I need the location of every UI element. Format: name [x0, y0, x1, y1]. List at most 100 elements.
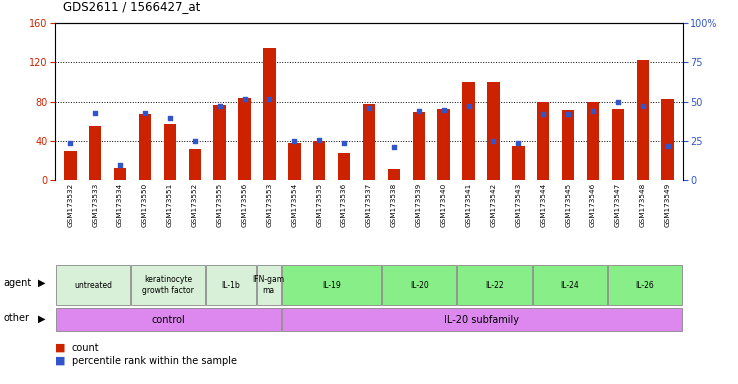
Bar — [131, 265, 205, 305]
Bar — [139, 114, 151, 180]
Bar — [288, 143, 300, 180]
Point — [338, 140, 350, 146]
Point — [612, 99, 624, 105]
Text: GSM173548: GSM173548 — [640, 183, 646, 227]
Bar — [114, 168, 126, 180]
Bar — [282, 308, 682, 331]
Point — [238, 96, 250, 102]
Text: untreated: untreated — [74, 281, 112, 290]
Bar — [533, 265, 607, 305]
Bar — [238, 98, 251, 180]
Bar — [458, 265, 531, 305]
Bar — [213, 105, 226, 180]
Text: GSM173556: GSM173556 — [241, 183, 247, 227]
Point — [314, 136, 325, 142]
Point — [637, 103, 649, 109]
Text: GSM173555: GSM173555 — [217, 183, 223, 227]
Bar — [164, 124, 176, 180]
Text: IL-22: IL-22 — [485, 281, 504, 290]
Text: IL-24: IL-24 — [560, 281, 579, 290]
Text: GSM173551: GSM173551 — [167, 183, 173, 227]
Bar — [56, 308, 280, 331]
Text: GSM173533: GSM173533 — [92, 183, 98, 227]
Bar — [562, 110, 574, 180]
Text: ▶: ▶ — [38, 278, 46, 288]
Point — [89, 110, 101, 116]
Text: GSM173554: GSM173554 — [292, 183, 297, 227]
Text: GSM173541: GSM173541 — [466, 183, 472, 227]
Bar — [587, 102, 599, 180]
Bar — [512, 146, 525, 180]
Text: GSM173534: GSM173534 — [117, 183, 123, 227]
Bar — [89, 126, 101, 180]
Text: GSM173539: GSM173539 — [415, 183, 422, 227]
Text: GSM173550: GSM173550 — [142, 183, 148, 227]
Bar — [608, 265, 682, 305]
Text: GSM173547: GSM173547 — [615, 183, 621, 227]
Text: keratinocyte
growth factor: keratinocyte growth factor — [142, 275, 194, 295]
Text: GSM173535: GSM173535 — [316, 183, 323, 227]
Text: IL-19: IL-19 — [322, 281, 341, 290]
Text: IL-20: IL-20 — [410, 281, 429, 290]
Bar — [257, 265, 280, 305]
Bar — [64, 151, 77, 180]
Text: GSM173540: GSM173540 — [441, 183, 446, 227]
Point — [388, 144, 400, 151]
Text: agent: agent — [4, 278, 32, 288]
Point — [537, 111, 549, 118]
Text: GDS2611 / 1566427_at: GDS2611 / 1566427_at — [63, 0, 200, 13]
Bar — [363, 104, 375, 180]
Bar — [661, 99, 674, 180]
Point — [64, 140, 76, 146]
Text: IL-1b: IL-1b — [221, 281, 241, 290]
Bar — [56, 265, 130, 305]
Text: GSM173545: GSM173545 — [565, 183, 571, 227]
Text: IL-26: IL-26 — [635, 281, 655, 290]
Point — [438, 107, 449, 113]
Bar — [282, 265, 381, 305]
Bar — [207, 265, 255, 305]
Bar — [313, 141, 325, 180]
Text: GSM173543: GSM173543 — [515, 183, 521, 227]
Text: GSM173553: GSM173553 — [266, 183, 272, 227]
Text: count: count — [72, 343, 99, 353]
Text: ■: ■ — [55, 343, 66, 353]
Point — [413, 108, 424, 114]
Text: IL-20 subfamily: IL-20 subfamily — [444, 314, 520, 325]
Point — [189, 138, 201, 144]
Bar — [188, 149, 201, 180]
Text: GSM173537: GSM173537 — [366, 183, 372, 227]
Bar — [387, 169, 400, 180]
Bar — [537, 102, 550, 180]
Text: GSM173544: GSM173544 — [540, 183, 546, 227]
Point — [164, 114, 176, 121]
Point — [587, 108, 599, 114]
Point — [363, 105, 375, 111]
Text: percentile rank within the sample: percentile rank within the sample — [72, 356, 237, 366]
Bar — [413, 112, 425, 180]
Text: GSM173549: GSM173549 — [665, 183, 671, 227]
Point — [512, 140, 524, 146]
Text: ■: ■ — [55, 356, 66, 366]
Text: GSM173532: GSM173532 — [67, 183, 73, 227]
Text: GSM173542: GSM173542 — [491, 183, 497, 227]
Point — [214, 103, 226, 109]
Point — [289, 138, 300, 144]
Point — [562, 111, 574, 118]
Text: GSM173546: GSM173546 — [590, 183, 596, 227]
Text: GSM173536: GSM173536 — [341, 183, 347, 227]
Text: GSM173552: GSM173552 — [192, 183, 198, 227]
Point — [114, 162, 126, 168]
Text: control: control — [151, 314, 185, 325]
Text: other: other — [4, 313, 30, 323]
Text: IFN-gam
ma: IFN-gam ma — [252, 275, 285, 295]
Text: GSM173538: GSM173538 — [391, 183, 397, 227]
Bar — [382, 265, 456, 305]
Bar — [487, 82, 500, 180]
Bar — [612, 109, 624, 180]
Bar — [338, 153, 351, 180]
Point — [662, 143, 674, 149]
Bar — [637, 60, 649, 180]
Point — [263, 96, 275, 102]
Bar — [462, 82, 475, 180]
